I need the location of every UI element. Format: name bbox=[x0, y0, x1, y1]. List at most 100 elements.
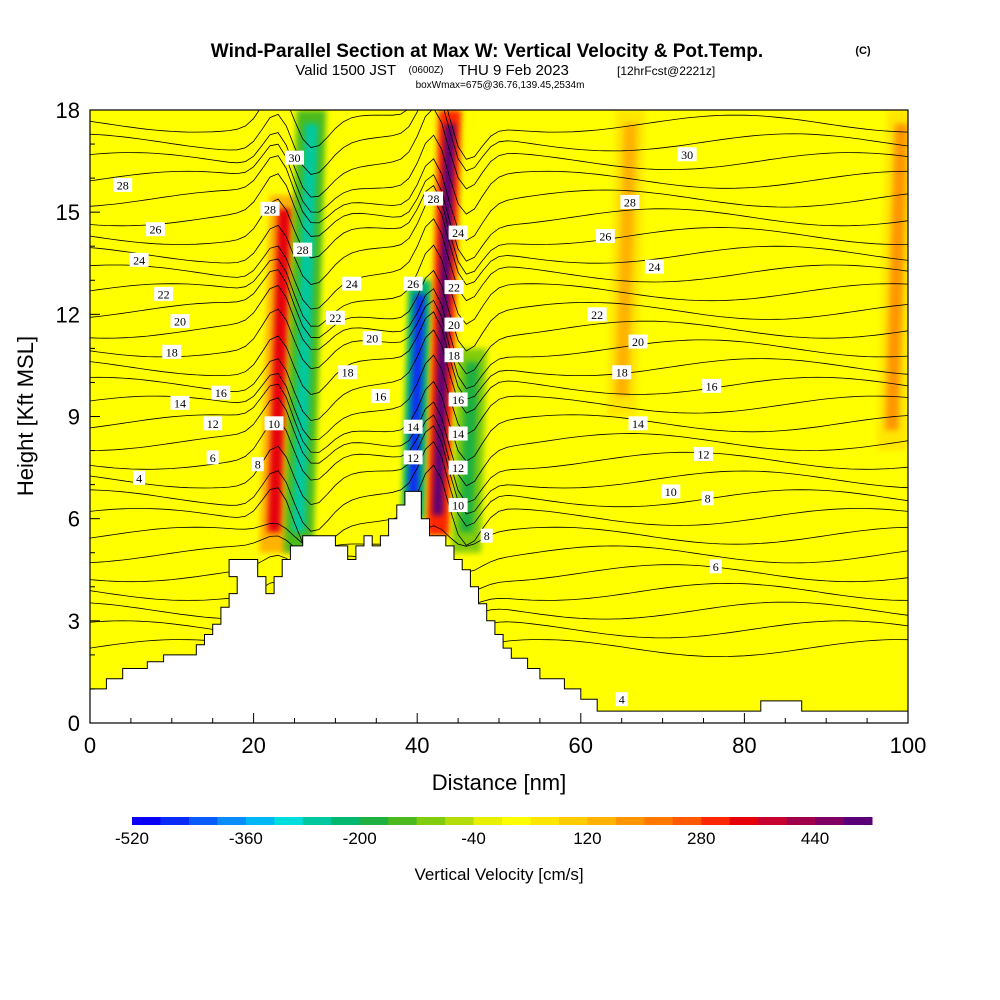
theta-contour-line-28 bbox=[90, 110, 908, 160]
contour-label-text: 18 bbox=[616, 366, 628, 380]
colorbar-swatch-22 bbox=[758, 817, 788, 825]
contour-label-text: 10 bbox=[268, 417, 280, 431]
contour-label-bg bbox=[260, 201, 280, 216]
contour-label-34: 30 bbox=[677, 147, 697, 162]
theta-contour-line-12 bbox=[90, 380, 908, 462]
contour-label-text: 30 bbox=[289, 151, 301, 165]
colorbar-swatch-25 bbox=[843, 817, 873, 825]
contour-label-text: 10 bbox=[665, 485, 677, 499]
colorbar-tick-label-1: -360 bbox=[229, 829, 263, 848]
contour-label-text: 26 bbox=[407, 277, 419, 291]
theta-contour-line-17 bbox=[90, 285, 908, 375]
contour-label-3: 14 bbox=[170, 395, 190, 410]
x-axis-label: Distance [nm] bbox=[432, 770, 567, 795]
contour-label-text: 12 bbox=[698, 447, 710, 461]
contour-label-12: 10 bbox=[264, 416, 284, 431]
contour-label-22: 12 bbox=[403, 450, 423, 465]
theta-contour-line-25 bbox=[90, 134, 908, 215]
contour-label-text: 18 bbox=[342, 366, 354, 380]
contour-label-bg bbox=[162, 344, 182, 359]
velocity-band-core-6 bbox=[885, 123, 908, 431]
colorbar-swatch-14 bbox=[530, 817, 560, 825]
y-tick-label-6: 18 bbox=[56, 98, 80, 123]
contour-label-32: 10 bbox=[448, 498, 468, 513]
contour-label-16: 24 bbox=[342, 276, 362, 291]
theta-contour-line-9 bbox=[90, 425, 908, 515]
contour-label-text: 16 bbox=[452, 393, 464, 407]
contour-label-26: 22 bbox=[444, 280, 464, 295]
x-tick-label-1: 20 bbox=[241, 733, 265, 758]
contour-label-47: 4 bbox=[615, 692, 628, 707]
theta-contour-line-22 bbox=[90, 184, 908, 275]
contour-label-5: 18 bbox=[162, 344, 182, 359]
contour-label-bg bbox=[145, 222, 165, 237]
contour-label-17: 22 bbox=[325, 310, 345, 325]
contour-label-bg bbox=[325, 310, 345, 325]
contour-label-text: 24 bbox=[452, 226, 464, 240]
axes: 0 20 40 60 80 100 0 3 6 9 12 15 18 bbox=[56, 98, 927, 758]
contour-label-bg bbox=[448, 225, 468, 240]
contour-label-4: 16 bbox=[211, 385, 231, 400]
contour-label-bg bbox=[403, 450, 423, 465]
contour-label-text: 12 bbox=[407, 451, 419, 465]
theta-contour-line-13 bbox=[90, 354, 908, 441]
theta-contour-line-10 bbox=[90, 414, 908, 504]
theta-contour-line-16 bbox=[90, 299, 908, 390]
contour-label-bg bbox=[694, 446, 713, 461]
contour-label-bg bbox=[424, 191, 444, 206]
contour-label-bg bbox=[661, 484, 681, 499]
contour-label-bg bbox=[203, 416, 223, 431]
colorbar-swatch-1 bbox=[160, 817, 190, 825]
contour-label-text: 4 bbox=[619, 693, 625, 707]
contour-label-bg bbox=[448, 460, 468, 475]
valid-line: Valid 1500 JST (0600Z) THU 9 Feb 2023 [1… bbox=[295, 62, 715, 79]
colorbar-tick-label-0: -520 bbox=[115, 829, 149, 848]
contour-label-text: 8 bbox=[255, 458, 261, 472]
contour-label-21: 14 bbox=[403, 419, 423, 434]
colorbar-swatch-19 bbox=[672, 817, 702, 825]
contour-label-text: 14 bbox=[174, 396, 186, 410]
y-tick-label-5: 15 bbox=[56, 200, 80, 225]
theta-contour-line-24 bbox=[90, 155, 908, 242]
contour-label-bg bbox=[702, 378, 722, 393]
contour-label-15: 28 bbox=[293, 242, 313, 257]
x-tick-label-0: 0 bbox=[84, 733, 96, 758]
theta-contour-line-23 bbox=[90, 173, 908, 262]
theta-contour-line-5 bbox=[90, 535, 908, 573]
contour-label-bg bbox=[677, 147, 697, 162]
colorbar-swatch-6 bbox=[302, 817, 332, 825]
contour-label-text: 24 bbox=[133, 253, 145, 267]
contour-label-bg bbox=[701, 491, 714, 506]
contour-label-31: 12 bbox=[448, 460, 468, 475]
contour-label-14: 30 bbox=[285, 150, 304, 165]
contour-label-44: 10 bbox=[661, 484, 681, 499]
colorbar-swatch-11 bbox=[445, 817, 475, 825]
contour-label-36: 26 bbox=[595, 229, 615, 244]
contour-label-text: 8 bbox=[484, 529, 490, 543]
y-axis-label: Height [Kft MSL] bbox=[13, 336, 38, 496]
colorbar-tick-label-2: -200 bbox=[343, 829, 377, 848]
colorbar-swatch-3 bbox=[217, 817, 247, 825]
contour-label-46: 6 bbox=[709, 559, 722, 574]
forecast-info: [12hrFcst@2221z] bbox=[617, 64, 715, 78]
velocity-band-core-0 bbox=[267, 208, 291, 533]
valid-time: Valid 1500 JST bbox=[295, 62, 396, 79]
colorbar-tick-label-6: 440 bbox=[801, 829, 829, 848]
y-tick-label-1: 3 bbox=[68, 609, 80, 634]
colorbar-swatch-21 bbox=[729, 817, 759, 825]
contour-label-text: 26 bbox=[599, 230, 611, 244]
y-tick-label-3: 9 bbox=[68, 405, 80, 430]
box-wmax-info: boxWmax=675@36.76,139.45,2534m bbox=[416, 80, 585, 91]
contour-label-bg bbox=[342, 276, 362, 291]
contour-label-bg bbox=[612, 365, 632, 380]
contour-label-bg bbox=[403, 419, 423, 434]
contour-label-text: 12 bbox=[452, 461, 464, 475]
contour-label-bg bbox=[338, 365, 358, 380]
colorbar-swatch-8 bbox=[359, 817, 389, 825]
contour-label-text: 14 bbox=[452, 427, 464, 441]
contour-label-bg bbox=[285, 150, 304, 165]
x-tick-label-5: 100 bbox=[890, 733, 927, 758]
theta-contour-line-8 bbox=[90, 440, 908, 532]
contour-label-25: 24 bbox=[448, 225, 468, 240]
contour-label-30: 14 bbox=[448, 426, 468, 441]
